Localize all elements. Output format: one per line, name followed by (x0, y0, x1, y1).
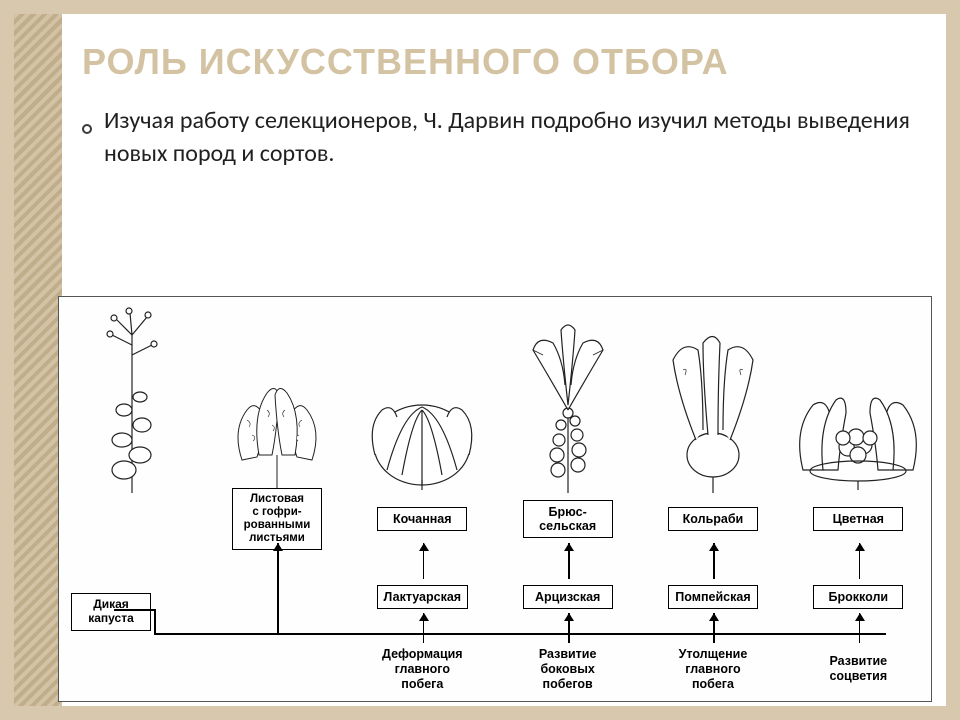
savoy-icon (217, 365, 337, 495)
box-brussels: Брюс-сельская (523, 500, 613, 539)
cauliflower-icon (788, 375, 928, 495)
plant-brussels (495, 305, 640, 495)
plant-wild (59, 305, 204, 495)
slide-title: РОЛЬ ИСКУССТВЕННОГО ОТБОРА (82, 40, 918, 83)
label-inflorescence: Развитиесоцветия (829, 654, 887, 684)
plant-savoy (204, 305, 349, 495)
box-savoy: Листоваяс гофри-рованнымилистьями (232, 488, 322, 551)
label-lateral: Развитиебоковыхпобегов (539, 647, 597, 692)
wild-cabbage-icon (82, 305, 182, 495)
box-lactuarian: Лактуарская (377, 585, 469, 609)
plant-cauliflower (786, 305, 931, 495)
mid-box-row: Лактуарская Арцизская Помпейская Броккол… (59, 581, 931, 613)
body-text: Изучая работу селекционеров, Ч. Дарвин п… (104, 105, 918, 170)
top-box-row: Листоваяс гофри-рованнымилистьями Кочанн… (59, 497, 931, 541)
box-pompei: Помпейская (668, 585, 758, 609)
plant-kohlrabi (640, 305, 785, 495)
bot-label-row: Деформацияглавногопобега Развитиебоковых… (59, 649, 931, 689)
bullet-icon (82, 105, 104, 170)
wild-cabbage-box-wrap: Дикаякапуста (71, 593, 151, 631)
box-kohlrabi: Кольраби (668, 507, 758, 531)
box-wild-cabbage: Дикаякапуста (71, 593, 151, 631)
label-thickening: Утолщениеглавногопобега (679, 647, 748, 692)
cabbage-diagram: Листоваяс гофри-рованнымилистьями Кочанн… (58, 296, 932, 702)
box-arciz: Арцизская (523, 585, 613, 609)
plant-illustrations-row (59, 305, 931, 495)
kohlrabi-icon (648, 325, 778, 495)
box-broccoli: Брокколи (813, 585, 903, 609)
box-cabbage: Кочанная (377, 507, 467, 531)
brussels-icon (513, 315, 623, 495)
label-deformation: Деформацияглавногопобега (382, 647, 463, 692)
plant-cabbage-head (350, 305, 495, 495)
body-paragraph: Изучая работу селекционеров, Ч. Дарвин п… (82, 105, 918, 170)
cabbage-head-icon (357, 375, 487, 495)
left-texture-strip (14, 14, 62, 706)
box-cauliflower: Цветная (813, 507, 903, 531)
